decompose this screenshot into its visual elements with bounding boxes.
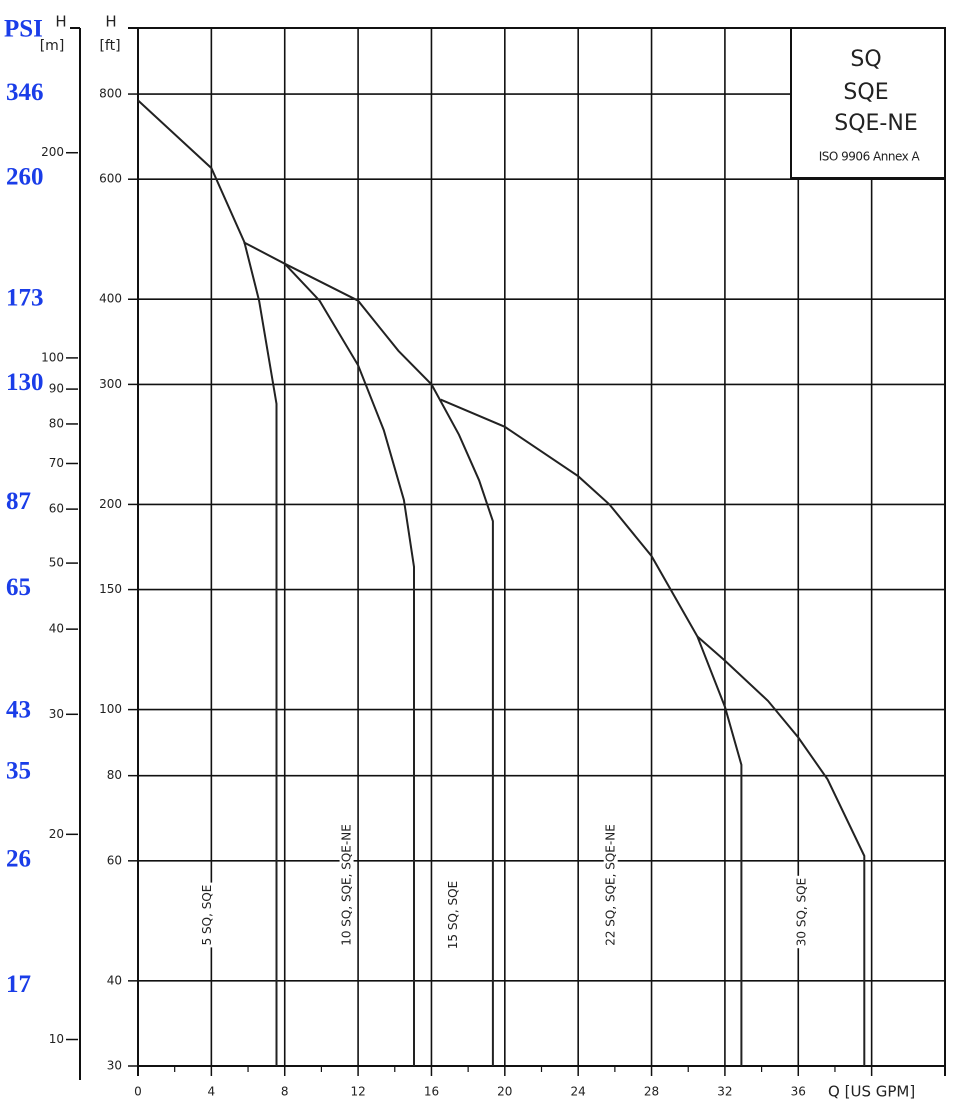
- curve-label-bg: [339, 822, 354, 948]
- ft-axis-title: H: [105, 13, 116, 31]
- y2-tick-label: 70: [49, 456, 64, 470]
- y-tick-label: 800: [99, 87, 122, 101]
- x-tick-label: 4: [208, 1085, 216, 1099]
- legend-line: SQE: [843, 80, 888, 105]
- legend-frame: [790, 27, 946, 179]
- curve-label: 30 SQ, SQE: [794, 878, 808, 946]
- y3-tick-label: 65: [6, 574, 31, 601]
- m-axis-title: H: [55, 13, 66, 31]
- psi-axis-title: PSI: [4, 16, 43, 43]
- x-tick-label: 8: [281, 1085, 289, 1099]
- y-tick-label: 300: [99, 377, 122, 391]
- y2-tick-label: 50: [49, 556, 64, 570]
- y-tick-label: 60: [107, 853, 122, 867]
- y2-tick-label: 90: [49, 382, 64, 396]
- y2-tick-label: 100: [41, 350, 64, 364]
- y-tick-label: 30: [107, 1059, 122, 1073]
- labels: 30 40 60 80 100 150 200 300 400 600 800 0 4 8 12 16 20 24…: [6, 79, 915, 1100]
- curve-label-bg: [200, 882, 215, 948]
- legend-box: SQ SQE SQE-NE ISO 9906 Annex A: [790, 27, 946, 179]
- y2-tick-label: 60: [49, 502, 64, 516]
- pump-curve: [137, 99, 278, 1066]
- curves: [137, 99, 866, 1066]
- curve-label-bg: [603, 822, 618, 948]
- y2-tick-label: 10: [49, 1032, 64, 1046]
- x-tick-label: 20: [497, 1085, 512, 1099]
- y2-tick-label: 20: [49, 827, 64, 841]
- y3-tick-label: 87: [6, 488, 31, 515]
- curve-label-bg: [794, 875, 809, 949]
- y2-tick-label: 40: [49, 622, 64, 636]
- pump-curve: [243, 241, 415, 1066]
- y-tick-label: 40: [107, 973, 122, 987]
- y-tick-label: 150: [99, 582, 122, 596]
- y3-tick-label: 130: [6, 369, 44, 396]
- x-tick-label: 12: [350, 1085, 365, 1099]
- curve-label-bg: [445, 878, 460, 952]
- pump-curve: [696, 635, 866, 1066]
- pump-curve: [440, 398, 743, 1066]
- ft-axis-unit: [ft]: [99, 38, 120, 54]
- y-tick-label: 100: [99, 702, 122, 716]
- y3-tick-label: 346: [6, 79, 44, 106]
- y-tick-label: 600: [99, 172, 122, 186]
- y3-tick-label: 173: [6, 284, 44, 311]
- y3-tick-label: 17: [6, 971, 31, 998]
- x-tick-label: 36: [791, 1085, 806, 1099]
- legend-note: ISO 9906 Annex A: [819, 150, 921, 164]
- grid: [66, 27, 946, 1080]
- y-tick-label: 200: [99, 497, 122, 511]
- legend-line: SQE-NE: [834, 111, 917, 136]
- y-tick-label: 80: [107, 768, 122, 782]
- y3-tick-label: 43: [6, 696, 31, 723]
- y2-tick-label: 30: [49, 707, 64, 721]
- x-tick-label: 24: [571, 1085, 586, 1099]
- x-tick-label: 16: [424, 1085, 439, 1099]
- x-tick-label: 28: [644, 1085, 659, 1099]
- y2-tick-label: 80: [49, 416, 64, 430]
- y3-tick-label: 35: [6, 757, 31, 784]
- pump-curve: [284, 262, 494, 1066]
- curve-label: 5 SQ, SQE: [200, 885, 214, 946]
- x-tick-label: 0: [134, 1085, 142, 1099]
- y-tick-label: 400: [99, 292, 122, 306]
- legend-line: SQ: [850, 47, 881, 72]
- curve-label: 10 SQ, SQE, SQE-NE: [340, 824, 354, 946]
- x-tick-label: 32: [717, 1085, 732, 1099]
- y3-tick-label: 26: [6, 845, 31, 872]
- curve-label: 22 SQ, SQE, SQE-NE: [604, 824, 618, 946]
- m-axis-unit: [m]: [40, 38, 65, 54]
- x-tick-label: Q [US GPM]: [828, 1083, 915, 1101]
- y3-tick-label: 260: [6, 164, 44, 191]
- y2-tick-label: 200: [41, 145, 64, 159]
- curve-label: 15 SQ, SQE: [446, 881, 460, 949]
